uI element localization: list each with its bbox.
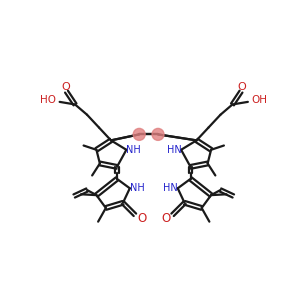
Text: HO: HO bbox=[40, 95, 56, 105]
Circle shape bbox=[133, 128, 145, 140]
Text: NH: NH bbox=[126, 145, 141, 155]
Text: O: O bbox=[137, 212, 146, 225]
Circle shape bbox=[152, 128, 164, 140]
Text: O: O bbox=[161, 212, 170, 225]
Text: O: O bbox=[61, 82, 70, 92]
Text: NH: NH bbox=[130, 183, 145, 193]
Text: HN: HN bbox=[163, 183, 177, 193]
Text: OH: OH bbox=[252, 95, 268, 105]
Text: O: O bbox=[238, 82, 246, 92]
Text: HN: HN bbox=[167, 145, 182, 155]
